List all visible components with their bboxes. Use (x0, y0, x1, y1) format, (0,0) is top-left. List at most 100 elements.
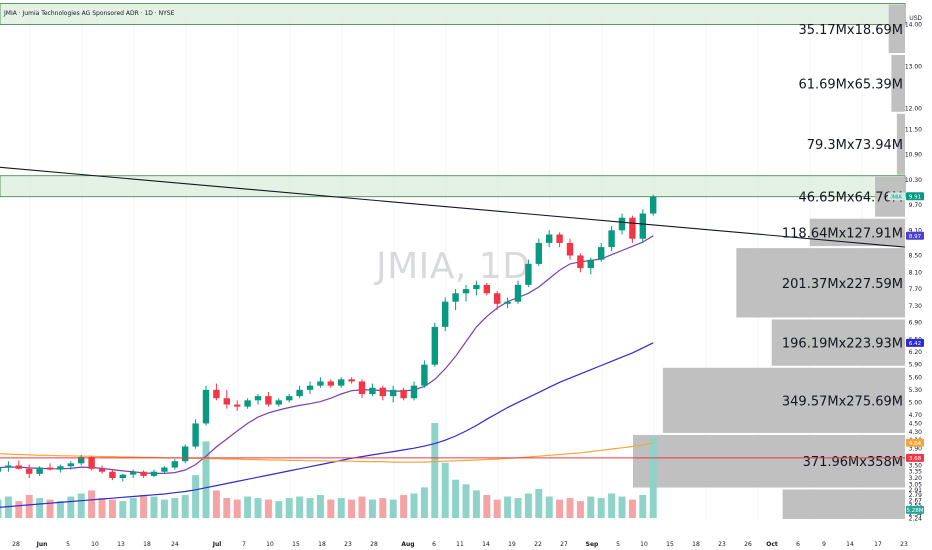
volume-profile-bar (771, 319, 905, 366)
candle-body (202, 389, 210, 424)
candle (161, 466, 168, 474)
price-tick-label: 14.00 (905, 22, 922, 29)
candle (223, 389, 230, 409)
price-tick-label: 11.50 (905, 127, 922, 134)
candle (462, 284, 470, 302)
candle-body (514, 284, 522, 302)
volume-bar (150, 496, 158, 518)
candle-body (639, 213, 646, 239)
candle (15, 460, 22, 470)
volume-profile-label: 35.17Mx18.69M (798, 23, 903, 38)
candle-body (171, 461, 178, 468)
sma-fast-line (0, 235, 654, 474)
price-tick-label: 10.30 (905, 177, 922, 184)
candle (587, 257, 594, 275)
candle-body (379, 387, 386, 397)
volume-bar (171, 498, 179, 518)
price-tick-label: 2.67 (909, 497, 923, 504)
price-tick-label: 2.24 (909, 515, 923, 522)
candle-body (369, 387, 376, 395)
candle (26, 464, 33, 479)
candle-body (192, 423, 199, 447)
candle (400, 387, 407, 401)
time-tick-label: 18 (318, 541, 326, 548)
candle (306, 381, 314, 395)
trendline (0, 166, 906, 248)
volume-profile-bar (896, 113, 905, 175)
candle (556, 232, 563, 248)
volume-bar (337, 498, 345, 518)
price-axis-currency: USD (909, 16, 922, 22)
candle (244, 398, 251, 409)
price-tick-label: 6.20 (909, 349, 923, 356)
volume-bar (618, 496, 626, 518)
candle-body (119, 474, 126, 479)
price-badge-text: 6.42 (909, 341, 921, 347)
volume-bar (98, 498, 106, 518)
time-tick-label: 27 (560, 541, 568, 548)
symbol-watermark: JMIA, 1D (376, 246, 531, 287)
candle-body (442, 301, 449, 327)
sma-slow-line (0, 342, 654, 508)
time-tick-label: 23 (718, 541, 726, 548)
candle (650, 194, 657, 216)
candle (254, 394, 262, 405)
volume-bar (181, 495, 189, 518)
candle-body (598, 247, 605, 260)
price-tick-label: 10.90 (905, 152, 922, 159)
volume-profile-bar (888, 4, 905, 53)
candle (119, 473, 126, 482)
volume-bar (514, 498, 522, 518)
candle (442, 297, 449, 332)
time-tick-label: 6 (796, 541, 800, 548)
volume-bar (628, 499, 636, 518)
price-tick-label: 6.90 (909, 320, 923, 327)
volume-profile-label: 371.96Mx358M (803, 455, 903, 470)
volume-bar (77, 493, 85, 518)
price-tick-label: 4.30 (909, 429, 923, 436)
volume-bar (587, 496, 595, 518)
volume-profile-label: 46.65Mx64.76M (798, 191, 903, 206)
candle (327, 379, 334, 388)
candle (171, 459, 178, 470)
volume-profile-bar (633, 434, 905, 488)
time-tick-label: 22 (534, 541, 542, 548)
candle-body (452, 293, 459, 302)
candle-body (327, 381, 334, 386)
candle-body (504, 301, 511, 304)
candle-body (67, 463, 74, 467)
candle-body (213, 389, 220, 399)
candle-body (182, 446, 189, 462)
volume-bar (316, 495, 324, 518)
candle-body (390, 389, 397, 397)
symbol-badge (888, 192, 905, 201)
volume-profile-bar (736, 248, 905, 318)
candle (618, 213, 626, 235)
candle (379, 385, 386, 401)
price-tick-label: 12.00 (905, 106, 922, 113)
candle (234, 400, 241, 411)
chart-header: JMIA · Jumia Technologies AG Sponsored A… (4, 10, 175, 17)
volume-profile-label: 196.19Mx223.93M (782, 337, 903, 352)
time-tick-label: Aug (401, 541, 414, 548)
candle-body (618, 217, 626, 231)
candle (0, 467, 2, 472)
candle-body (473, 284, 480, 290)
candle-body (46, 467, 54, 470)
price-tick-label: 9.70 (909, 202, 923, 209)
time-tick-label: 14 (846, 541, 854, 548)
price-badge-text: 3.68 (909, 456, 922, 462)
candle-body (296, 389, 303, 397)
candle (348, 377, 355, 384)
price-badge-text: 9.91 (909, 194, 921, 200)
candle-body (5, 465, 12, 468)
volume-bar (244, 496, 252, 518)
volume-profile-label: 201.37Mx227.59M (782, 277, 903, 292)
candle-body (286, 396, 293, 401)
price-tick-label: 5.30 (909, 387, 923, 394)
volume-bar (275, 501, 283, 518)
candle-body (566, 242, 574, 256)
time-tick-label: 24 (171, 541, 179, 548)
time-tick-label: 10 (266, 541, 274, 548)
